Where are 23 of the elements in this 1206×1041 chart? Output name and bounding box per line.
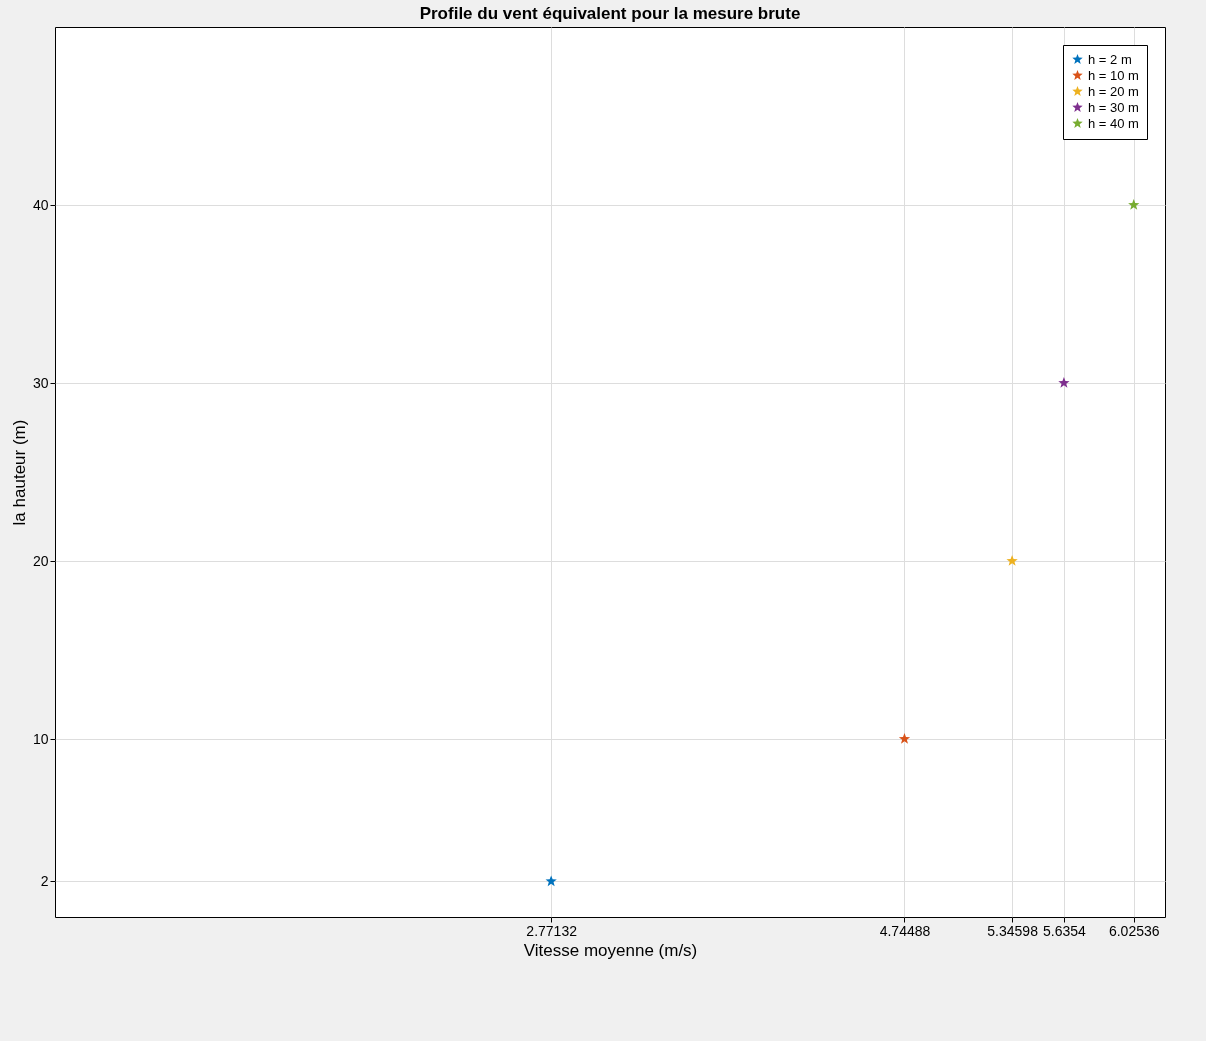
y-tick-label: 2: [40, 872, 49, 889]
x-tick-label: 5.34598: [987, 922, 1039, 939]
legend-label: h = 10 m: [1088, 67, 1139, 83]
y-tick-label: 40: [32, 196, 49, 213]
legend-label: h = 20 m: [1088, 83, 1139, 99]
legend-label: h = 40 m: [1088, 115, 1139, 131]
y-tick-label: 10: [32, 730, 49, 747]
point: [898, 733, 911, 744]
legend-label: h = 30 m: [1088, 99, 1139, 115]
y-tick-label: 20: [32, 552, 49, 569]
point: [1128, 199, 1140, 210]
x-tick-label: 2.77132: [526, 922, 578, 939]
chart-title: Profile du vent équivalent pour la mesure brute: [419, 4, 801, 23]
point: [1058, 377, 1070, 388]
point: [1006, 555, 1018, 566]
x-tick-label: 6.02536: [1108, 922, 1160, 939]
x-tick-label: 5.6354: [1043, 922, 1087, 939]
x-tick-label: 4.74488: [879, 922, 931, 939]
x-axis-title: Vitesse moyenne (m/s): [523, 940, 698, 960]
point: [545, 875, 557, 887]
y-axis-title: la hauteur (m): [9, 419, 29, 526]
legend-label: h = 2 m: [1088, 51, 1132, 67]
y-tick-label: 30: [32, 374, 49, 391]
